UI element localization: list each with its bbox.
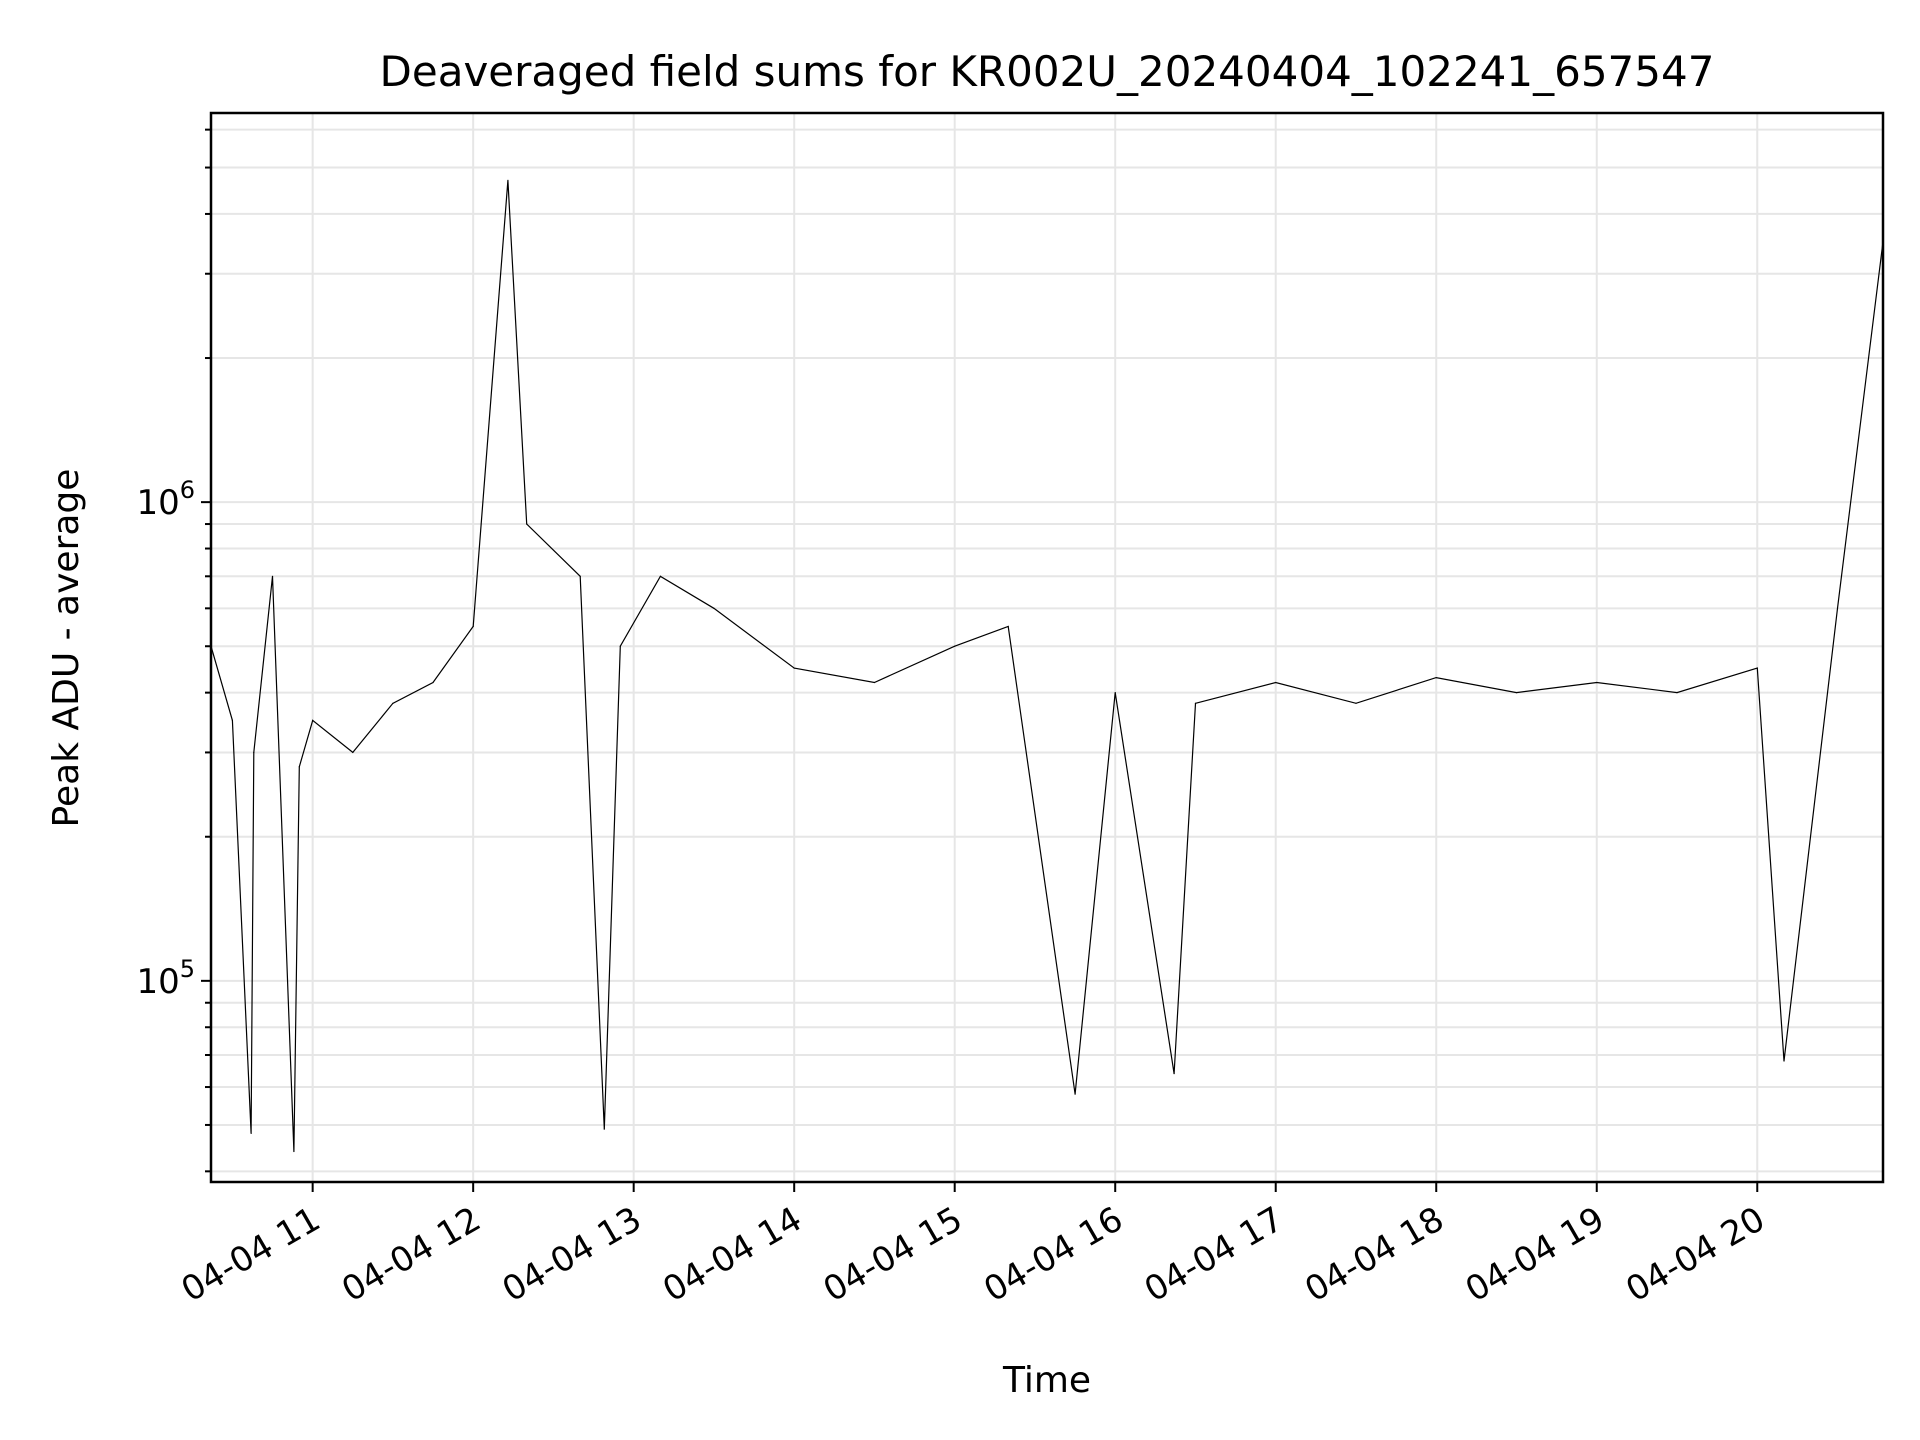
y-tick-label: 106 — [136, 476, 195, 523]
data-point — [392, 702, 394, 704]
x-tick-label: 04-04 14 — [656, 1199, 808, 1310]
data-point — [507, 179, 509, 182]
data-point — [713, 607, 715, 609]
x-tick-label: 04-04 19 — [1459, 1199, 1611, 1310]
data-point — [1194, 702, 1197, 704]
data-point — [1355, 702, 1357, 704]
data-point — [1007, 625, 1009, 628]
data-point — [793, 667, 795, 669]
data-point — [250, 1132, 252, 1135]
data-point — [1074, 1093, 1076, 1095]
x-tick-label: 04-04 16 — [977, 1199, 1129, 1310]
series-group — [210, 179, 1884, 1153]
data-point — [432, 681, 434, 684]
x-tick-label: 04-04 15 — [817, 1199, 969, 1310]
data-point — [1515, 692, 1518, 694]
data-point — [271, 575, 274, 577]
y-axis: 105 106 — [136, 128, 211, 1173]
data-point — [619, 645, 621, 647]
data-point — [293, 1150, 295, 1153]
chart-title: Deaveraged field sums for KR002U_2024040… — [380, 47, 1715, 96]
data-point — [873, 681, 876, 684]
data-point — [1596, 681, 1598, 684]
x-axis-label: Time — [1002, 1360, 1091, 1401]
y-axis-label: Peak ADU - average — [46, 469, 87, 828]
data-point — [1756, 667, 1758, 669]
x-tick-label: 04-04 17 — [1138, 1199, 1290, 1310]
y-tick-label: 105 — [136, 955, 195, 1002]
x-tick-label: 04-04 13 — [496, 1199, 648, 1310]
grid — [211, 113, 1883, 1182]
data-point — [1114, 692, 1116, 694]
data-point — [1836, 607, 1839, 609]
x-axis: 04-04 11 04-04 12 04-04 13 04-04 14 04-04 15… — [175, 1182, 1772, 1310]
data-point — [298, 766, 300, 768]
series-line — [210, 180, 1884, 1152]
data-point — [954, 645, 956, 647]
data-point — [253, 751, 255, 754]
data-point — [1275, 681, 1277, 684]
plot-frame — [209, 111, 1885, 1184]
data-point — [1676, 692, 1678, 694]
data-point — [659, 575, 662, 577]
data-point — [1173, 1073, 1175, 1075]
data-point — [1435, 677, 1437, 679]
data-point — [526, 523, 528, 525]
data-point — [1783, 1060, 1785, 1062]
data-point — [352, 751, 354, 754]
data-point — [231, 719, 234, 721]
x-tick-label: 04-04 20 — [1619, 1199, 1771, 1310]
x-tick-label: 04-04 18 — [1298, 1199, 1450, 1310]
data-point — [312, 719, 314, 721]
data-point — [579, 575, 581, 577]
x-tick-label: 04-04 11 — [175, 1199, 327, 1310]
data-point — [603, 1128, 605, 1130]
data-point — [472, 625, 474, 628]
x-tick-label: 04-04 12 — [335, 1199, 487, 1310]
